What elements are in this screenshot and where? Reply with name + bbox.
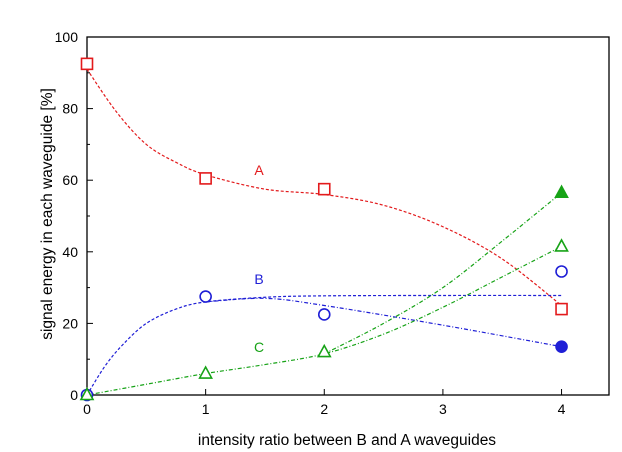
y-tick-label: 100 bbox=[55, 29, 79, 45]
series-a-point bbox=[317, 182, 331, 196]
series-c-fit-line-2 bbox=[323, 192, 562, 355]
series-b-point bbox=[317, 308, 331, 321]
series-b-point-filled bbox=[555, 340, 568, 353]
series-c-point bbox=[554, 238, 569, 252]
plot-area: 0 20 40 60 80 100 0 1 2 3 4 A B C bbox=[55, 29, 610, 417]
series-a-label: A bbox=[254, 162, 264, 178]
series-a-fit-line bbox=[86, 68, 562, 306]
series-c-label: C bbox=[254, 339, 264, 355]
series-a-point bbox=[555, 302, 568, 316]
y-tick-label: 40 bbox=[62, 244, 78, 260]
y-tick-label: 20 bbox=[62, 315, 78, 331]
y-tick-label: 0 bbox=[70, 387, 78, 403]
series-b-fit-line-2 bbox=[205, 297, 562, 348]
series-b-point bbox=[199, 290, 212, 303]
series-a-point bbox=[199, 172, 212, 185]
x-tick-label: 4 bbox=[558, 401, 566, 417]
series-b-label: B bbox=[254, 271, 263, 287]
series-c-point bbox=[316, 343, 332, 358]
y-tick-label: 60 bbox=[62, 172, 78, 188]
x-tick-label: 2 bbox=[320, 401, 328, 417]
x-axis-title: intensity ratio between B and A waveguid… bbox=[198, 432, 496, 449]
series-c-point bbox=[198, 365, 213, 379]
y-tick-label: 80 bbox=[62, 101, 78, 117]
series-a-point bbox=[80, 57, 94, 71]
x-tick-label: 1 bbox=[202, 401, 210, 417]
series-b-fit-line bbox=[86, 294, 562, 396]
series-b-point bbox=[555, 265, 568, 278]
x-tick-label: 3 bbox=[439, 401, 447, 417]
series-c-point-filled bbox=[554, 184, 569, 199]
y-axis-title: signal energy in each waveguide [%] bbox=[39, 88, 56, 340]
series-c-point bbox=[79, 386, 95, 401]
x-tick-label: 0 bbox=[83, 401, 91, 417]
